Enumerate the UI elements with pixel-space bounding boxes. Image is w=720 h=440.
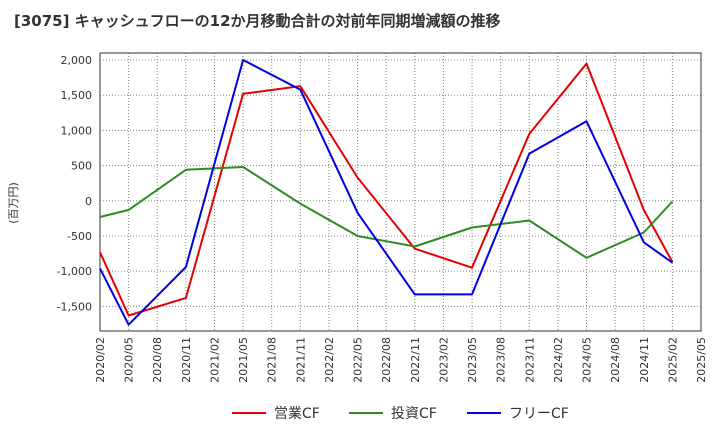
x-tick-label: 2020/02 [94,337,107,383]
y-tick-label: -1,000 [57,265,92,278]
y-axis-label: (百万円) [7,182,20,224]
x-tick-label: 2022/05 [352,337,365,383]
x-tick-label: 2023/02 [437,337,450,383]
x-tick-label: 2021/05 [237,337,250,383]
chart-title: [3075] キャッシュフローの12か月移動合計の対前年同期増減額の推移 [14,12,501,30]
legend-label-1: 営業CF [274,406,320,422]
x-tick-label: 2024/11 [638,337,651,383]
x-tick-label: 2020/11 [180,337,193,383]
series-layer [99,59,674,326]
x-tick-label: 2020/08 [151,337,164,383]
x-tick-label: 2022/02 [323,337,336,383]
series-line-1 [99,62,674,317]
axes [99,52,702,332]
y-tick-label: -500 [67,230,92,243]
plot-frame [99,52,702,332]
x-tick-label: 2023/08 [495,337,508,383]
legend-label-2: 投資CF [391,406,437,422]
x-tick-label: 2022/11 [409,337,422,383]
x-tick-label: 2022/08 [380,337,393,383]
y-tick-label: 1,000 [61,124,93,137]
x-tick-label: 2021/02 [208,337,221,383]
series-line-2 [99,166,674,259]
grid [99,53,702,331]
x-tick-label: 2020/05 [123,337,136,383]
y-tick-label: -1,500 [57,300,92,313]
x-tick-label: 2023/11 [523,337,536,383]
x-tick-labels: 2020/02 2020/05 2020/08 2020/11 2021/02 2021/… [94,337,708,383]
y-tick-labels: 2,000 1,500 1,000 500 0 -500 -1,000 -1,500 [57,54,92,313]
x-tick-label: 2023/05 [466,337,479,383]
x-tick-label: 2025/02 [666,337,679,383]
y-tick-label: 0 [85,195,92,208]
legend: 営業CF 投資CF フリーCF [232,406,569,422]
x-tick-label: 2024/02 [552,337,565,383]
y-tick-label: 2,000 [61,54,93,67]
x-tick-label: 2024/05 [581,337,594,383]
x-tick-label: 2021/08 [266,337,279,383]
series-line-3 [99,59,673,326]
x-tick-label: 2021/11 [294,337,307,383]
x-tick-label: 2024/08 [609,337,622,383]
legend-label-3: フリーCF [509,406,569,422]
y-tick-label: 1,500 [61,89,93,102]
y-tick-label: 500 [71,160,92,173]
x-tick-label: 2025/05 [695,337,708,383]
